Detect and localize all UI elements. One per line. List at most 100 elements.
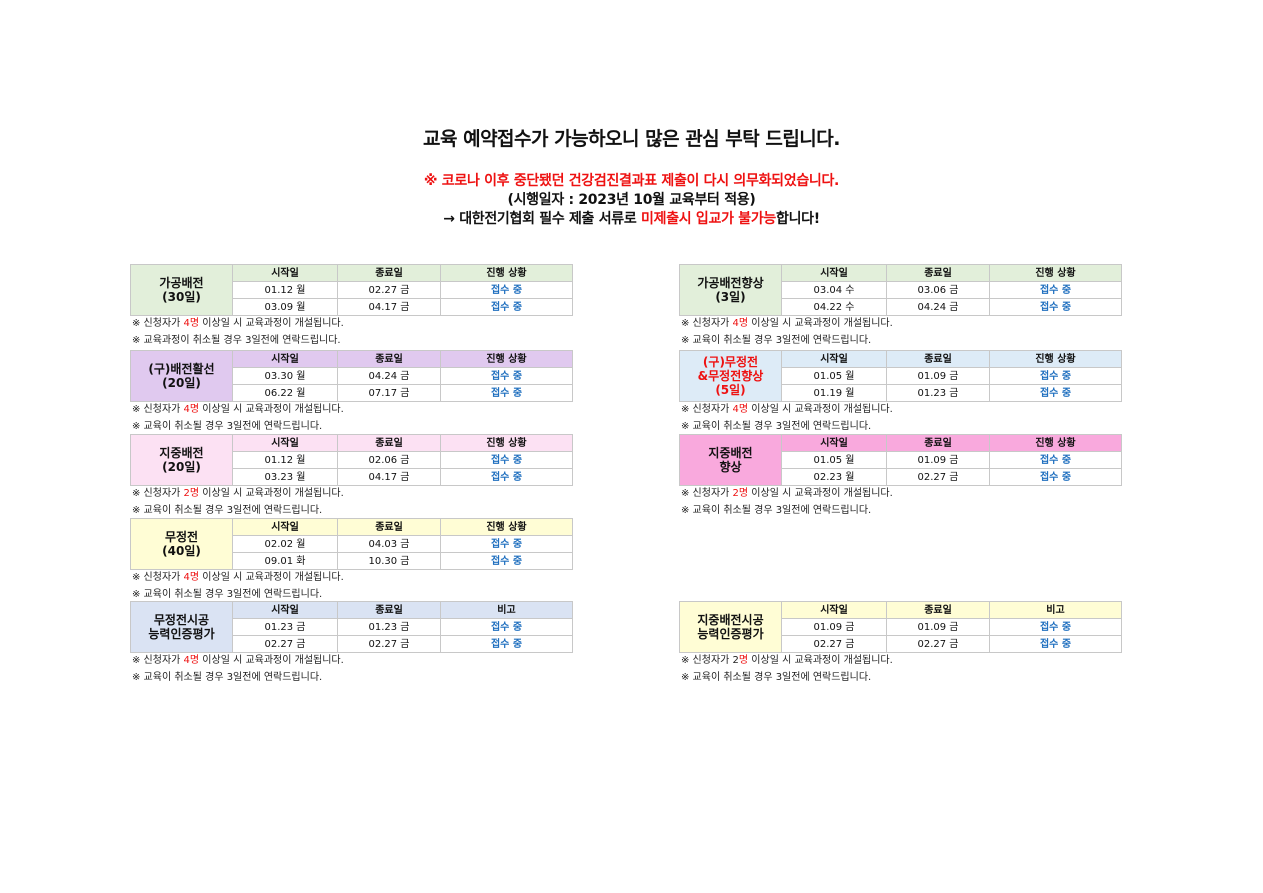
table-row: 03.23 월 04.17 금 접수 중 [131,468,573,486]
column-header: 진행 상황 [989,350,1122,368]
column-header: 종료일 [886,601,990,619]
status-badge: 접수 중 [989,367,1122,385]
status-badge: 접수 중 [989,468,1122,486]
column-header: 종료일 [337,264,441,282]
cancellation-note: ※ 교육이 취소될 경우 3일전에 연락드립니다. [681,334,872,346]
note-segment: ※ 신청자가 [132,318,184,329]
start-date: 01.05 월 [781,367,887,385]
table-header-row: 지중배전시공 능력인증평가 시작일 종료일 비고 [679,601,1122,653]
note-segment: 4명 [732,318,749,329]
end-date: 04.17 금 [337,468,441,486]
note-segment: 명 [738,655,749,666]
course-name: (구)배전활선 (20일) [130,350,233,402]
status-badge: 접수 중 [440,618,573,636]
status-badge: 접수 중 [989,618,1122,636]
course-block: 지중배전 향상 시작일 종료일 진행 상황 01.05 월 01.09 금 접수 중 02.2… [679,434,1122,519]
start-date: 02.02 월 [232,535,338,553]
start-date: 02.27 금 [781,635,887,653]
note-segment: 이상일 시 교육과정이 개설됩니다. [199,488,344,499]
effective-date: (시행일자 : 2023년 10월 교육부터 적용) [507,192,756,208]
cancellation-note: ※ 교육이 취소될 경우 3일전에 연락드립니다. [681,504,872,516]
table-row: 03.04 수 03.06 금 접수 중 [680,281,1122,299]
table-row: 06.22 월 07.17 금 접수 중 [131,384,573,402]
course-table: 지중배전 향상 시작일 종료일 진행 상황 01.05 월 01.09 금 접수 중 02.2… [679,434,1122,486]
end-date: 02.27 금 [337,281,441,299]
note-segment: 이상일 시 교육과정이 개설됩니다. [199,655,344,666]
table-row: 01.19 월 01.23 금 접수 중 [680,384,1122,402]
end-date: 01.23 금 [337,618,441,636]
cancellation-note: ※ 교육이 취소될 경우 3일전에 연락드립니다. [681,420,872,432]
column-header: 시작일 [232,264,338,282]
end-date: 01.09 금 [886,451,990,469]
course-table: 무정전시공 능력인증평가 시작일 종료일 비고 01.23 금 01.23 금 접수 중 02… [130,601,573,653]
table-row: 02.27 금 02.27 금 접수 중 [131,635,573,653]
cancellation-note: ※ 교육이 취소될 경우 3일전에 연락드립니다. [132,420,323,432]
min-applicants-note: ※ 신청자가 4명 이상일 시 교육과정이 개설됩니다. [130,316,572,333]
table-row: 01.09 금 01.09 금 접수 중 [680,618,1122,636]
column-header: 종료일 [337,601,441,619]
start-date: 02.27 금 [232,635,338,653]
start-date: 03.09 월 [232,298,338,316]
note-segment: 4명 [183,318,200,329]
requirement-suffix: 합니다! [775,211,820,227]
end-date: 04.24 금 [337,367,441,385]
end-date: 07.17 금 [337,384,441,402]
status-badge: 접수 중 [989,384,1122,402]
min-applicants-note: ※ 신청자가 2명 이상일 시 교육과정이 개설됩니다. [679,486,1121,503]
table-header-row: 가공배전 (30일) 시작일 종료일 진행 상황 [130,264,573,316]
note-segment: 4명 [183,655,200,666]
note-segment: 2명 [732,488,749,499]
column-header: 종료일 [886,434,990,452]
column-header: 비고 [440,601,573,619]
table-row: 01.23 금 01.23 금 접수 중 [131,618,573,636]
min-applicants-note: ※ 신청자가 2명 이상일 시 교육과정이 개설됩니다. [679,653,1121,670]
cancellation-note: ※ 교육이 취소될 경우 3일전에 연락드립니다. [681,671,872,683]
note-segment: ※ 신청자가 [132,572,184,583]
end-date: 01.09 금 [886,618,990,636]
end-date: 01.23 금 [886,384,990,402]
start-date: 01.12 월 [232,451,338,469]
status-badge: 접수 중 [989,298,1122,316]
table-header-row: 가공배전향상 (3일) 시작일 종료일 진행 상황 [679,264,1122,316]
table-row: 01.05 월 01.09 금 접수 중 [680,451,1122,469]
table-row: 01.12 월 02.06 금 접수 중 [131,451,573,469]
course-block: (구)무정전 &무정전향상 (5일) 시작일 종료일 진행 상황 01.05 월 01.0… [679,350,1122,435]
min-applicants-note: ※ 신청자가 4명 이상일 시 교육과정이 개설됩니다. [130,653,572,670]
health-check-notice: ※ 코로나 이후 중단됐던 건강검진결과표 제출이 다시 의무화되었습니다. [423,173,840,189]
column-header: 종료일 [337,518,441,536]
column-header: 시작일 [781,601,887,619]
note-segment: 이상일 시 교육과정이 개설됩니다. [748,404,893,415]
note-segment: ※ 신청자가 [681,404,733,415]
end-date: 04.24 금 [886,298,990,316]
note-segment: ※ 신청자가 2 [681,655,739,666]
course-name: 지중배전시공 능력인증평가 [679,601,782,653]
column-header: 비고 [989,601,1122,619]
status-badge: 접수 중 [440,552,573,570]
note-segment: ※ 신청자가 [132,655,184,666]
cancellation-note: ※ 교육이 취소될 경우 3일전에 연락드립니다. [132,671,323,683]
end-date: 04.17 금 [337,298,441,316]
status-badge: 접수 중 [440,451,573,469]
status-badge: 접수 중 [440,535,573,553]
min-applicants-note: ※ 신청자가 4명 이상일 시 교육과정이 개설됩니다. [130,402,572,419]
column-header: 종료일 [886,350,990,368]
requirement-highlight: 미제출시 입교가 불가능 [641,211,776,227]
course-block: 가공배전향상 (3일) 시작일 종료일 진행 상황 03.04 수 03.06 금 접수 중… [679,264,1122,349]
cancellation-note: ※ 교육이 취소될 경우 3일전에 연락드립니다. [132,504,323,516]
course-block: (구)배전활선 (20일) 시작일 종료일 진행 상황 03.30 월 04.24 금 접수… [130,350,573,435]
column-header: 시작일 [232,518,338,536]
column-header: 진행 상황 [989,264,1122,282]
start-date: 06.22 월 [232,384,338,402]
status-badge: 접수 중 [440,298,573,316]
start-date: 04.22 수 [781,298,887,316]
min-applicants-note: ※ 신청자가 2명 이상일 시 교육과정이 개설됩니다. [130,486,572,503]
column-header: 시작일 [232,350,338,368]
note-segment: ※ 신청자가 [681,318,733,329]
note-segment: 4명 [183,572,200,583]
column-header: 시작일 [781,264,887,282]
requirement-notice: → 대한전기협회 필수 제출 서류로 미제출시 입교가 불가능합니다! [0,208,1263,228]
table-row: 02.27 금 02.27 금 접수 중 [680,635,1122,653]
min-applicants-note: ※ 신청자가 4명 이상일 시 교육과정이 개설됩니다. [679,316,1121,333]
